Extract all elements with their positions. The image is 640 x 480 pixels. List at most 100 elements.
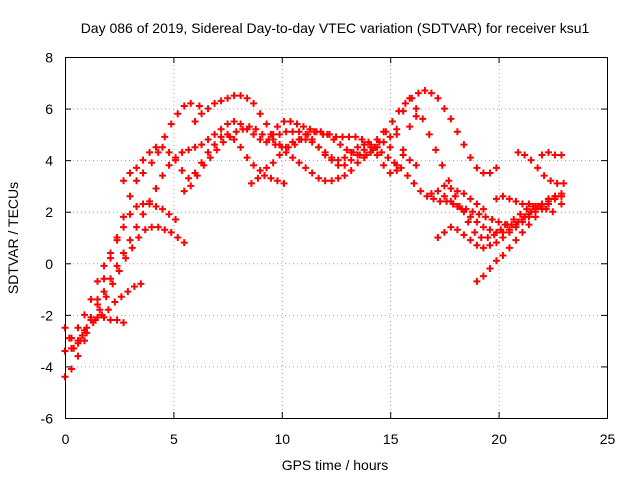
data-point — [133, 164, 141, 172]
data-point — [479, 272, 487, 280]
data-point — [434, 187, 442, 195]
data-point — [365, 138, 373, 146]
data-point — [466, 213, 474, 221]
data-point — [250, 161, 258, 169]
data-point — [334, 156, 342, 164]
data-point — [440, 192, 448, 200]
data-point — [107, 249, 115, 257]
data-point — [486, 241, 494, 249]
data-point — [347, 156, 355, 164]
data-point — [250, 130, 258, 138]
data-point — [306, 125, 314, 133]
data-point — [74, 339, 82, 347]
data-point — [141, 226, 149, 234]
data-point — [224, 120, 232, 128]
data-point — [94, 277, 102, 285]
data-point — [308, 138, 316, 146]
data-point — [204, 136, 212, 144]
data-point — [397, 164, 405, 172]
data-point — [503, 221, 511, 229]
data-point — [289, 128, 297, 136]
data-point — [70, 344, 78, 352]
data-point — [211, 99, 219, 107]
data-point — [386, 133, 394, 141]
data-point — [417, 187, 425, 195]
data-point — [453, 187, 461, 195]
data-point — [512, 236, 520, 244]
data-point — [518, 200, 526, 208]
data-point — [451, 192, 459, 200]
data-point — [94, 313, 102, 321]
data-point — [373, 151, 381, 159]
data-point — [139, 156, 147, 164]
data-point — [473, 164, 481, 172]
data-point — [479, 223, 487, 231]
data-point — [159, 143, 167, 151]
y-tick-labels: -6 -4 -2 0 2 4 6 8 — [41, 50, 54, 427]
data-point — [531, 203, 539, 211]
data-point — [180, 187, 188, 195]
data-point — [81, 311, 89, 319]
data-point — [410, 179, 418, 187]
data-point — [198, 141, 206, 149]
data-point — [256, 136, 264, 144]
data-point — [100, 275, 108, 283]
data-point — [486, 226, 494, 234]
data-point — [293, 120, 301, 128]
data-point — [453, 226, 461, 234]
data-point — [280, 117, 288, 125]
data-point — [447, 115, 455, 123]
data-point — [126, 236, 134, 244]
data-point — [267, 174, 275, 182]
data-point — [104, 306, 112, 314]
data-point — [492, 239, 500, 247]
data-point — [430, 195, 438, 203]
data-point — [124, 288, 132, 296]
x-axis-label: GPS time / hours — [282, 457, 389, 473]
data-point — [360, 154, 368, 162]
data-point — [521, 151, 529, 159]
data-point — [232, 128, 240, 136]
data-point — [263, 120, 271, 128]
data-point — [492, 257, 500, 265]
data-point — [518, 228, 526, 236]
data-point — [100, 313, 108, 321]
data-point — [495, 218, 503, 226]
data-point — [237, 120, 245, 128]
data-point — [560, 179, 568, 187]
x-tick-labels: 0 5 10 15 20 25 — [62, 431, 616, 447]
data-point — [412, 161, 420, 169]
data-point — [276, 130, 284, 138]
data-point — [477, 234, 485, 241]
data-point — [512, 197, 520, 205]
data-point — [180, 102, 188, 110]
data-point — [282, 128, 290, 136]
data-point — [295, 128, 303, 136]
data-point — [308, 169, 316, 177]
data-point — [198, 159, 206, 167]
data-point — [96, 306, 104, 314]
data-point — [120, 249, 128, 257]
data-point — [245, 123, 253, 131]
data-point — [161, 226, 169, 234]
data-point — [265, 136, 273, 144]
data-point — [432, 146, 440, 154]
data-point — [466, 236, 474, 244]
data-point — [315, 174, 323, 182]
data-point — [152, 185, 160, 193]
data-point — [319, 130, 327, 138]
axis-ticks — [65, 57, 608, 419]
data-point — [505, 195, 513, 203]
data-point — [486, 264, 494, 272]
data-point — [312, 128, 320, 136]
data-point — [445, 177, 453, 185]
data-point — [126, 169, 134, 177]
data-point — [113, 236, 121, 244]
data-point — [412, 105, 420, 113]
data-point — [479, 244, 487, 252]
data-point — [499, 192, 507, 200]
data-points — [61, 87, 568, 381]
data-point — [256, 166, 264, 174]
data-point — [523, 205, 531, 213]
